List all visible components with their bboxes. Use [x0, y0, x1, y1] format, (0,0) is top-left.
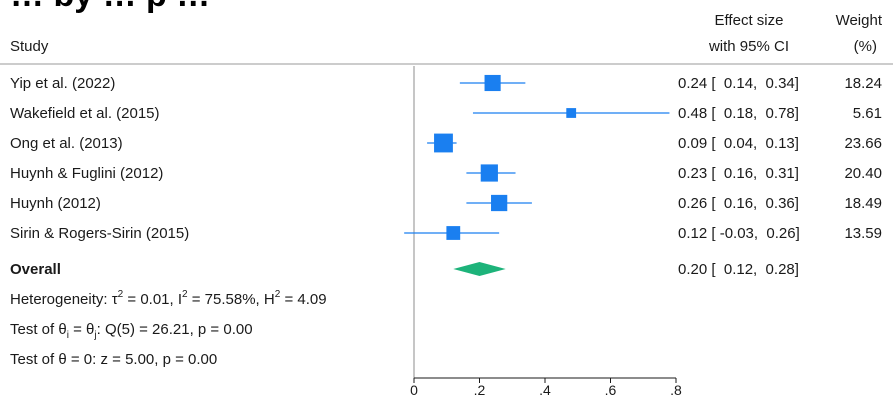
- test-equality-part2: = θ: [69, 321, 94, 338]
- effect-marker: [480, 164, 498, 182]
- study-label: Wakefield et al. (2015): [10, 105, 160, 122]
- weight-value: 18.24: [844, 75, 882, 92]
- ci-text: 0.24 [ 0.14, 0.34]: [678, 75, 799, 92]
- page-title: … by … p …: [10, 0, 210, 15]
- weight-value: 13.59: [844, 225, 882, 242]
- heterogeneity-stats: Heterogeneity: τ2 = 0.01, I2 = 75.58%, H…: [10, 289, 327, 308]
- ci-text: 0.12 [ -0.03, 0.26]: [678, 225, 800, 242]
- test-zero: Test of θ = 0: z = 5.00, p = 0.00: [10, 351, 217, 368]
- study-row: Huynh & Fuglini (2012) 0.23 [ 0.16, 0.31]…: [10, 164, 882, 182]
- test-equality-part1: Test of θ: [10, 321, 67, 338]
- study-label: Ong et al. (2013): [10, 135, 123, 152]
- ci-text: 0.23 [ 0.16, 0.31]: [678, 165, 799, 182]
- study-label: Yip et al. (2022): [10, 75, 115, 92]
- subscript-j: j: [93, 330, 96, 341]
- effect-marker: [566, 108, 577, 118]
- i-superscript: 2: [182, 289, 188, 300]
- tau-value: = 0.01, I: [123, 291, 182, 308]
- effect-size-header: Effect size: [715, 12, 784, 29]
- study-label: Sirin & Rogers-Sirin (2015): [10, 225, 189, 242]
- ci-text: 0.09 [ 0.04, 0.13]: [678, 135, 799, 152]
- study-row: Ong et al. (2013) 0.09 [ 0.04, 0.13] 23.66: [10, 133, 882, 153]
- overall-label: Overall: [10, 261, 61, 278]
- ci-text: 0.48 [ 0.18, 0.78]: [678, 105, 799, 122]
- study-rows: Yip et al. (2022) 0.24 [ 0.14, 0.34] 18.24…: [10, 74, 882, 242]
- effect-marker: [434, 133, 453, 153]
- overall-diamond: [453, 262, 506, 276]
- x-tick-label: .2: [474, 382, 486, 396]
- x-axis: 0 .2 .4 .6 .8: [410, 66, 682, 396]
- weight-header: Weight: [836, 12, 883, 29]
- x-tick-label: 0: [410, 382, 418, 396]
- study-column-header: Study: [10, 38, 49, 55]
- weight-value: 23.66: [844, 135, 882, 152]
- effect-marker: [446, 226, 461, 240]
- weight-value: 20.40: [844, 165, 882, 182]
- heterogeneity-prefix: Heterogeneity: τ: [10, 291, 118, 308]
- x-tick-label: .6: [605, 382, 617, 396]
- test-equality: Test of θi = θj: Q(5) = 26.21, p = 0.00: [10, 321, 253, 341]
- weight-value: 18.49: [844, 195, 882, 212]
- effect-marker: [491, 194, 508, 212]
- x-tick-label: .8: [670, 382, 682, 396]
- i-value: = 75.58%, H: [188, 291, 275, 308]
- study-row: Wakefield et al. (2015) 0.48 [ 0.18, 0.78…: [10, 105, 882, 122]
- weight-value: 5.61: [853, 105, 882, 122]
- study-label: Huynh & Fuglini (2012): [10, 165, 163, 182]
- study-label: Huynh (2012): [10, 195, 101, 212]
- effect-marker: [484, 74, 501, 92]
- weight-unit-header: (%): [854, 38, 877, 55]
- study-row: Sirin & Rogers-Sirin (2015) 0.12 [ -0.03,…: [10, 225, 882, 242]
- test-equality-part3: : Q(5) = 26.21, p = 0.00: [97, 321, 253, 338]
- tau-superscript: 2: [118, 289, 124, 300]
- study-row: Huynh (2012) 0.26 [ 0.16, 0.36] 18.49: [10, 194, 882, 212]
- h-superscript: 2: [275, 289, 281, 300]
- subscript-i: i: [67, 330, 69, 341]
- overall-ci-text: 0.20 [ 0.12, 0.28]: [678, 261, 799, 278]
- effect-ci-header: with 95% CI: [708, 38, 789, 55]
- x-tick-label: .4: [539, 382, 551, 396]
- study-row: Yip et al. (2022) 0.24 [ 0.14, 0.34] 18.24: [10, 74, 882, 92]
- ci-text: 0.26 [ 0.16, 0.36]: [678, 195, 799, 212]
- h-value: = 4.09: [280, 291, 326, 308]
